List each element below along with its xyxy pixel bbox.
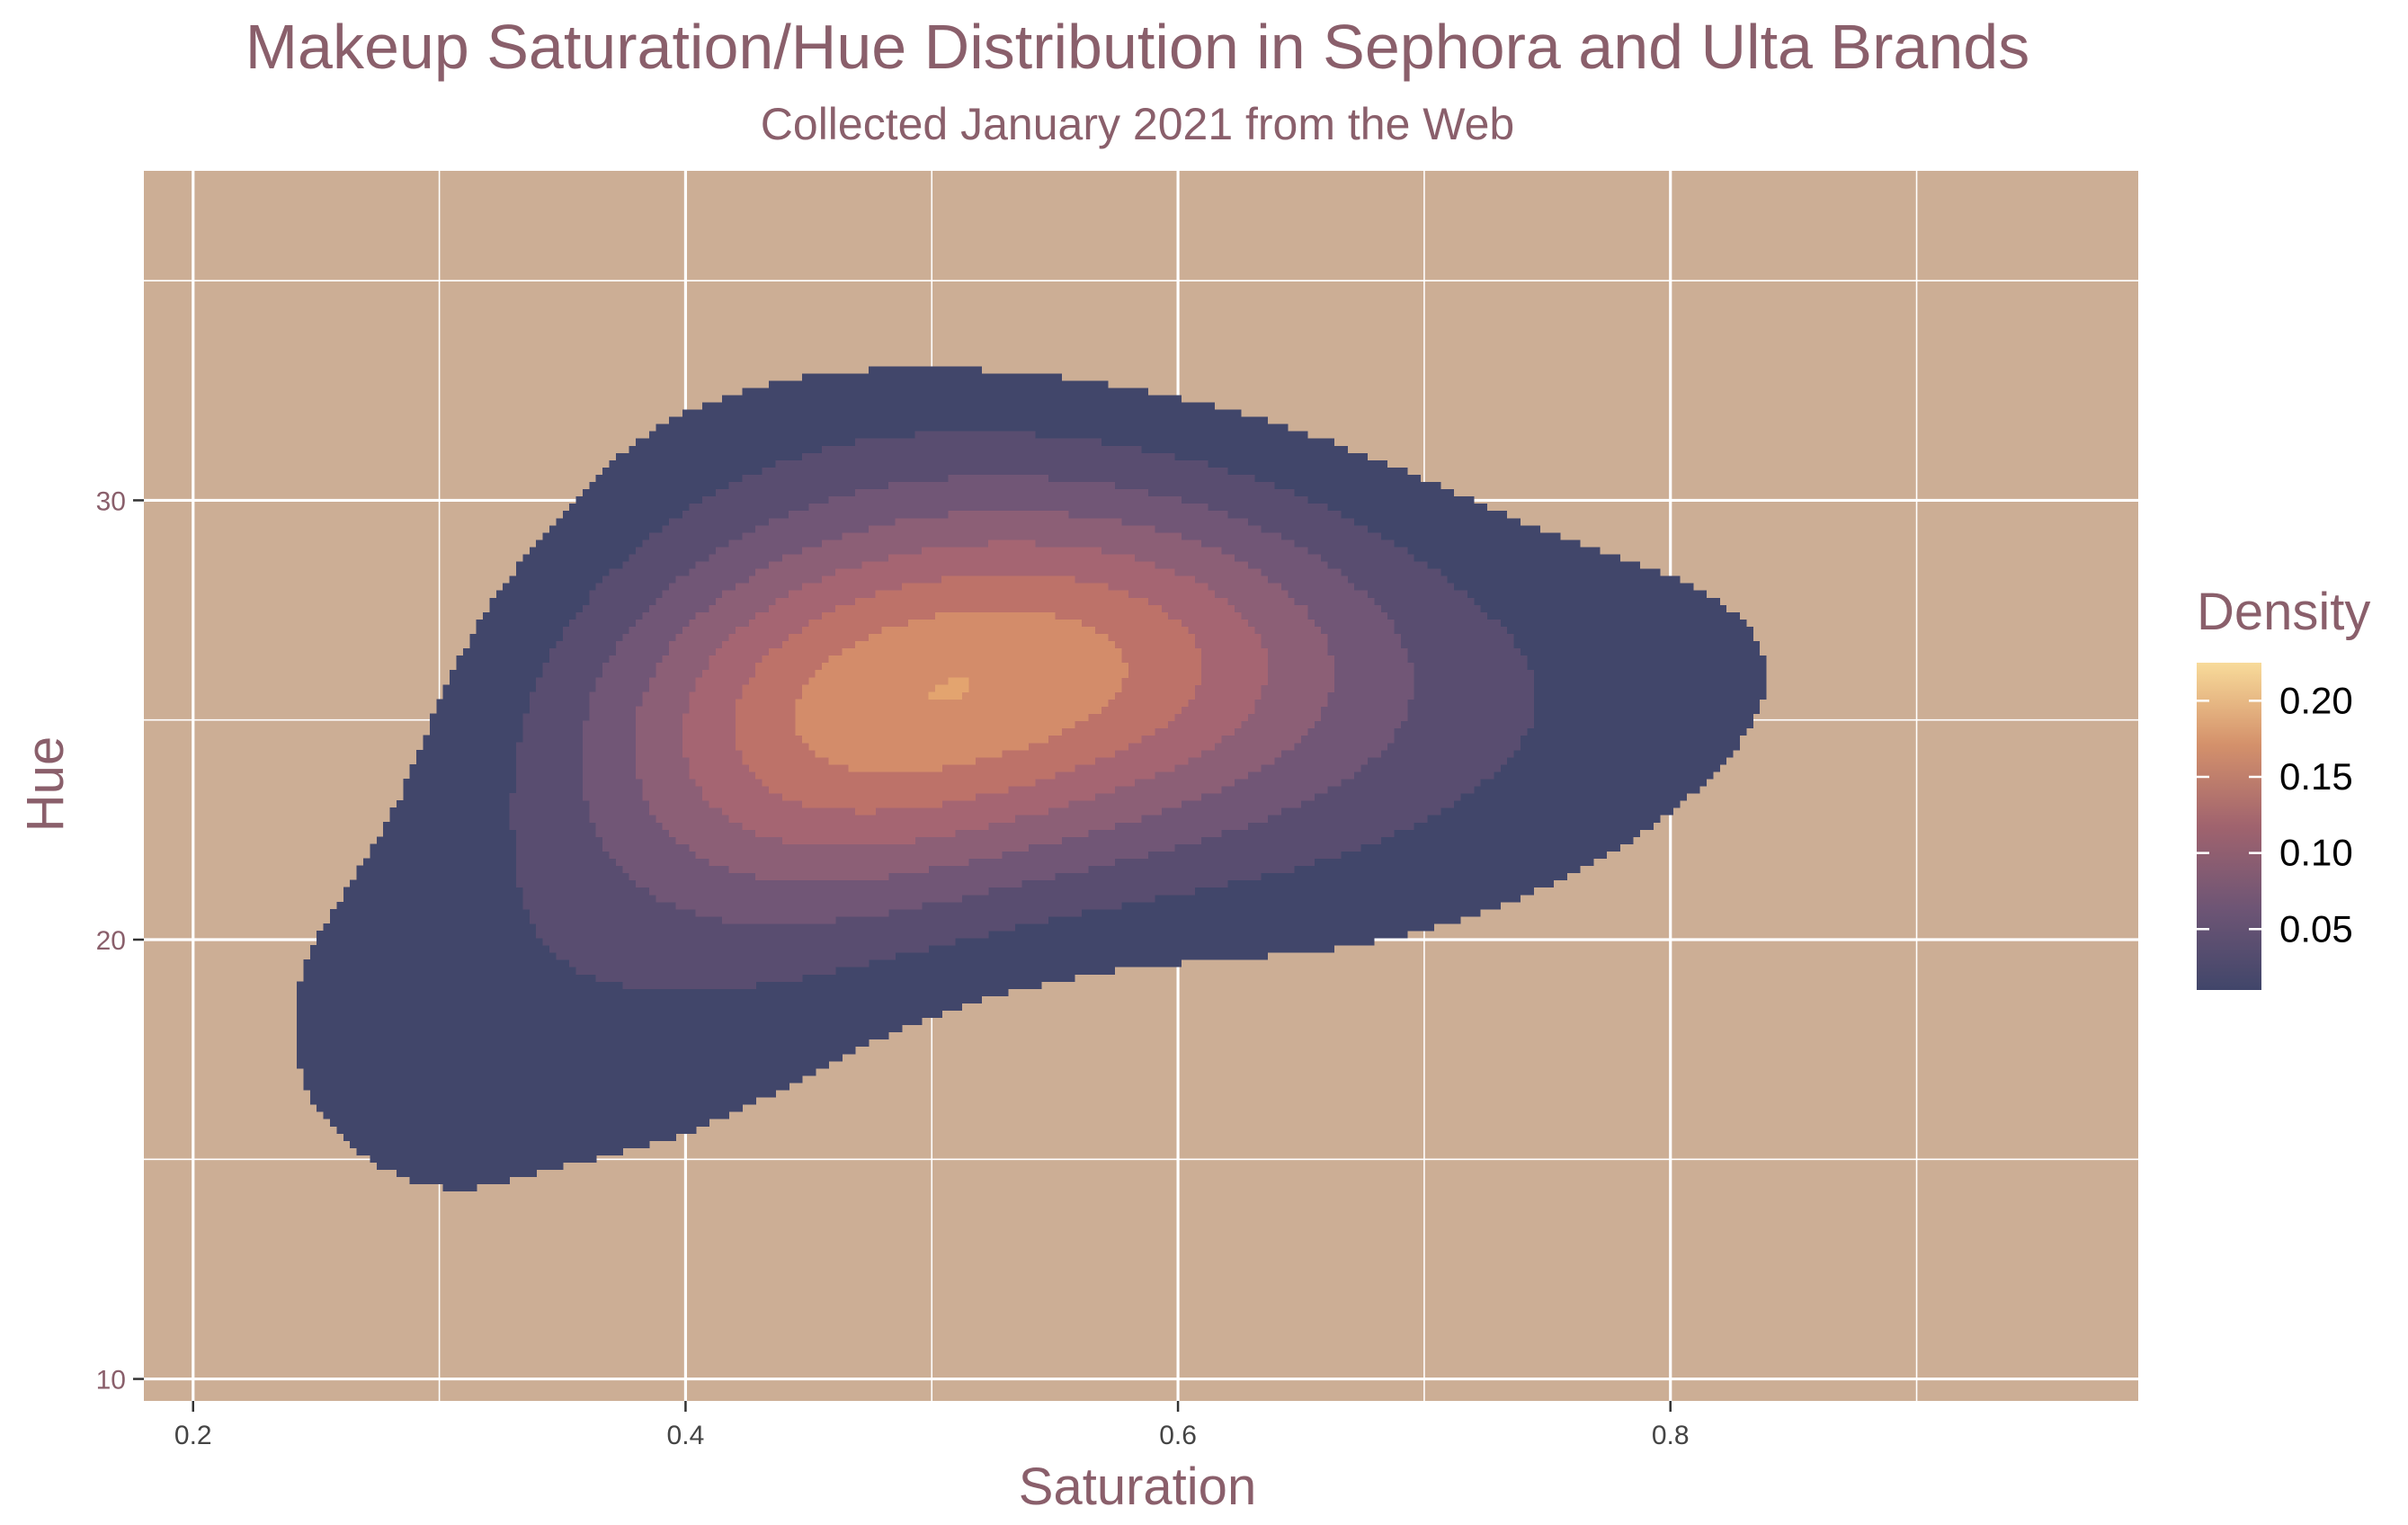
y-axis-title: Hue xyxy=(16,736,75,832)
x-tick-label: 0.6 xyxy=(1159,1421,1197,1450)
y-tick-label: 30 xyxy=(96,486,126,516)
legend-title: Density xyxy=(2197,583,2370,641)
y-tick-label: 20 xyxy=(96,926,126,956)
y-tick-label: 10 xyxy=(96,1366,126,1396)
legend: Density 0.05 0.10 0.15 0.20 xyxy=(2197,583,2370,990)
y-axis: 10 20 30 xyxy=(96,486,144,1396)
x-tick-label: 0.4 xyxy=(667,1421,705,1450)
x-axis: 0.2 0.4 0.6 0.8 xyxy=(174,1401,1690,1450)
density-band-8 xyxy=(928,677,969,700)
chart-subtitle: Collected January 2021 from the Web xyxy=(761,99,1514,149)
x-tick-label: 0.8 xyxy=(1652,1421,1690,1450)
chart-title: Makeup Saturation/Hue Distribution in Se… xyxy=(245,12,2029,82)
density-contours xyxy=(297,366,1767,1192)
x-axis-title: Saturation xyxy=(1019,1458,1256,1516)
legend-tick-label: 0.15 xyxy=(2279,755,2353,798)
x-tick-label: 0.2 xyxy=(174,1421,212,1450)
legend-colorbar xyxy=(2197,663,2261,990)
legend-tick-label: 0.05 xyxy=(2279,907,2353,950)
legend-tick-label: 0.10 xyxy=(2279,832,2353,874)
legend-tick-label: 0.20 xyxy=(2279,679,2353,721)
